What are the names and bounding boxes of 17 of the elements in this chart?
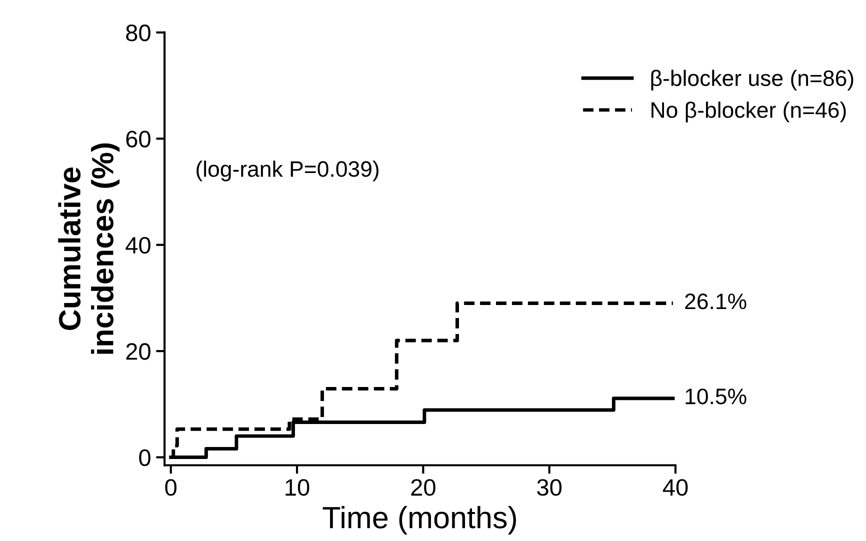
y-tick-label: 40 <box>126 236 150 254</box>
x-tick-label: 30 <box>537 479 562 496</box>
y-axis-title: Cumulative incidences (%) <box>58 143 120 354</box>
text: 10.5% <box>686 388 746 404</box>
x-tick-label: 0 <box>165 479 176 496</box>
legend-label: β-blocker use (n=86) <box>651 70 854 90</box>
y-tick-label: 0 <box>139 449 150 466</box>
y-tick-label: 80 <box>126 24 150 42</box>
annotation: (log-rank P=0.039) <box>196 160 378 182</box>
x-tick-label: 40 <box>662 479 688 496</box>
x-axis-title: Time (months) <box>322 506 516 534</box>
legend-label: No β-blocker (n=46) <box>652 102 846 122</box>
y-tick-label: 20 <box>126 343 150 360</box>
x-tick-label: 20 <box>411 479 436 496</box>
x-tick-label: 10 <box>286 479 310 496</box>
y-tick-label: 60 <box>126 130 150 148</box>
text: 26.1% <box>685 294 746 310</box>
